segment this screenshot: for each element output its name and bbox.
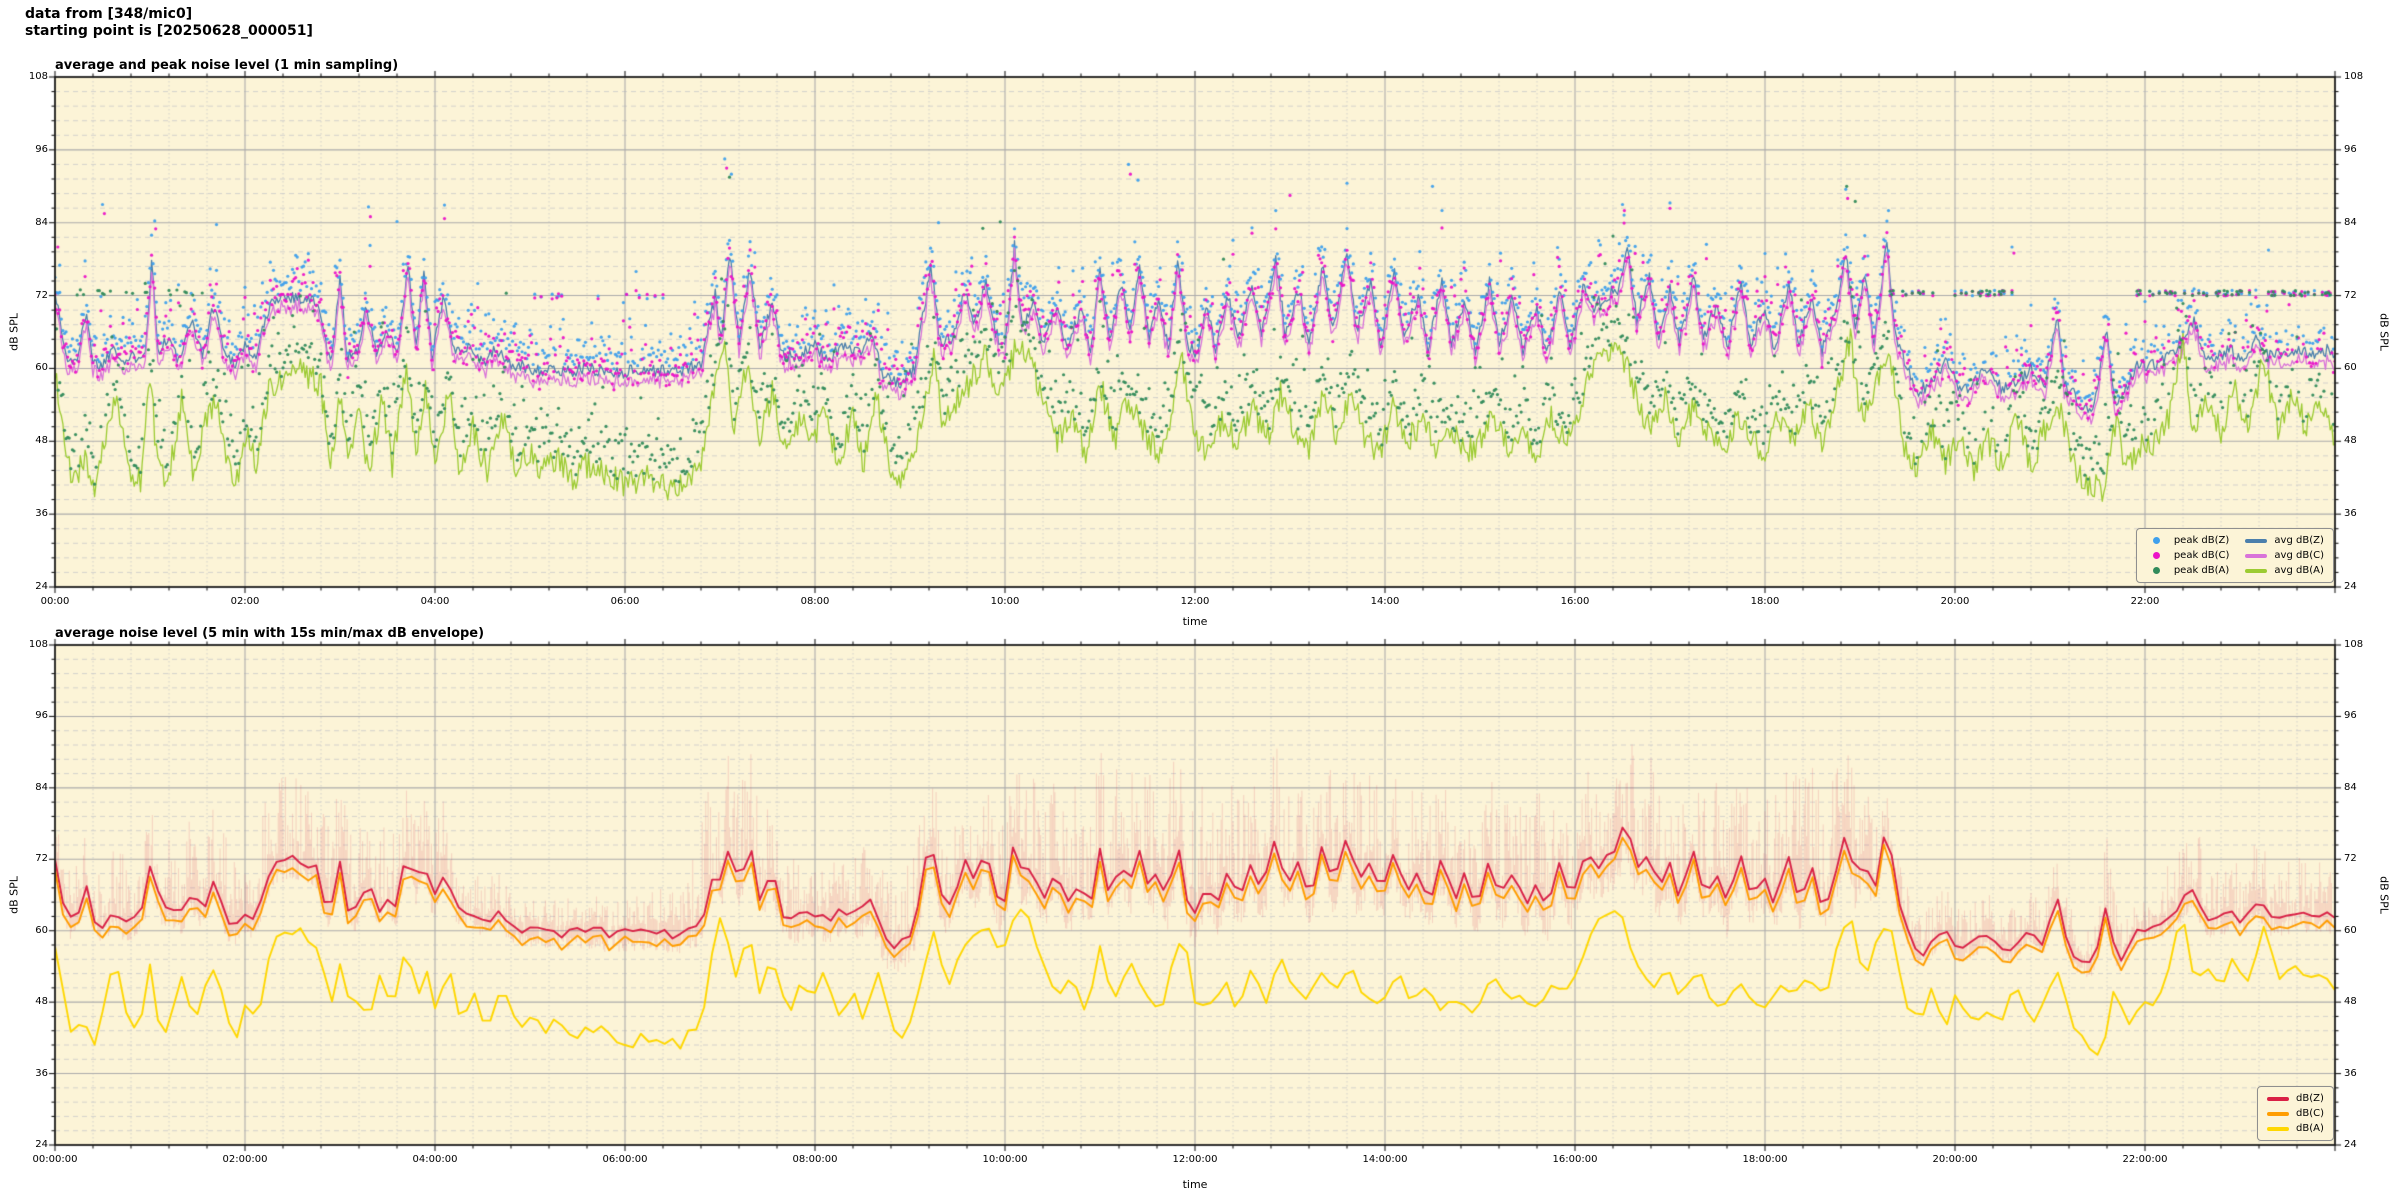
legend-entry-label: avg dB(C) xyxy=(2274,550,2324,561)
legend-entry-label: avg dB(Z) xyxy=(2274,535,2324,546)
legend-entry: peak dB(Z) xyxy=(2146,534,2230,547)
legend-entry-label: avg dB(A) xyxy=(2274,565,2324,576)
y-tick-label-right: 72 xyxy=(2344,289,2357,301)
y-tick-label-left: 60 xyxy=(35,924,48,936)
legend-dot-marker xyxy=(2152,567,2160,574)
bottom-xlabel: time xyxy=(1182,1178,1208,1191)
legend-entry-label: dB(C) xyxy=(2296,1108,2324,1119)
x-tick-label: 00:00 xyxy=(40,596,70,607)
y-tick-label-right: 36 xyxy=(2344,1067,2357,1079)
legend-entry: avg dB(A) xyxy=(2245,564,2324,577)
y-tick-label-right: 108 xyxy=(2344,71,2364,82)
x-tick-label: 16:00:00 xyxy=(1552,1154,1598,1165)
x-tick-label: 12:00:00 xyxy=(1172,1154,1218,1165)
x-tick-label: 10:00 xyxy=(990,596,1020,607)
x-tick-label: 08:00:00 xyxy=(792,1154,838,1165)
y-tick-label-right: 84 xyxy=(2344,781,2357,793)
y-tick-label-left: 108 xyxy=(28,71,48,82)
legend-entry-label: dB(A) xyxy=(2296,1123,2324,1134)
y-tick-label-right: 60 xyxy=(2344,362,2357,374)
legend-line-marker xyxy=(2267,1096,2289,1101)
y-tick-label-left: 24 xyxy=(35,1139,48,1150)
bottom-ylabel-right: dB SPL xyxy=(2377,876,2391,914)
y-tick-label-left: 84 xyxy=(35,216,48,228)
legend-line-marker xyxy=(2245,553,2268,558)
y-tick-label-left: 108 xyxy=(28,639,48,650)
legend-entry-label: peak dB(C) xyxy=(2173,550,2230,561)
legend-dot-marker xyxy=(2152,552,2160,559)
y-tick-label-right: 36 xyxy=(2344,508,2357,520)
y-tick-label-left: 24 xyxy=(35,581,48,592)
bottom-ylabel-left: dB SPL xyxy=(7,876,21,914)
x-tick-label: 16:00 xyxy=(1560,596,1590,607)
legend-dot-marker xyxy=(2152,537,2160,544)
y-tick-label-right: 96 xyxy=(2344,143,2357,155)
y-tick-label-right: 72 xyxy=(2344,853,2357,865)
x-tick-label: 18:00 xyxy=(1750,596,1780,607)
y-tick-label-left: 48 xyxy=(35,435,48,447)
x-tick-label: 20:00 xyxy=(1940,596,1970,607)
y-tick-label-left: 96 xyxy=(35,143,48,155)
x-tick-label: 06:00:00 xyxy=(602,1154,648,1165)
legend-entry: avg dB(C) xyxy=(2245,549,2324,562)
y-tick-label-left: 72 xyxy=(35,853,48,865)
x-tick-label: 04:00:00 xyxy=(412,1154,458,1165)
y-tick-label-right: 84 xyxy=(2344,216,2357,228)
y-tick-label-right: 60 xyxy=(2344,924,2357,936)
x-tick-label: 02:00 xyxy=(230,596,260,607)
y-tick-label-left: 84 xyxy=(35,781,48,793)
x-tick-label: 12:00 xyxy=(1180,596,1210,607)
y-tick-label-left: 72 xyxy=(35,289,48,301)
x-tick-label: 14:00:00 xyxy=(1362,1154,1408,1165)
legend-line-marker xyxy=(2245,568,2268,573)
y-tick-label-right: 48 xyxy=(2344,996,2357,1008)
legend-entry: dB(C) xyxy=(2267,1107,2324,1120)
x-tick-label: 02:00:00 xyxy=(222,1154,268,1165)
x-tick-label: 14:00 xyxy=(1370,596,1400,607)
y-tick-label-right: 24 xyxy=(2344,581,2357,592)
legend-entry-label: peak dB(A) xyxy=(2173,565,2230,576)
y-tick-label-left: 96 xyxy=(35,710,48,722)
y-tick-label-right: 48 xyxy=(2344,435,2357,447)
legend-entry: dB(A) xyxy=(2267,1122,2324,1135)
y-tick-label-left: 60 xyxy=(35,362,48,374)
top-xlabel: time xyxy=(1182,615,1208,628)
y-tick-label-right: 108 xyxy=(2344,639,2364,650)
legend-line-marker xyxy=(2267,1111,2289,1116)
top-chart-title: average and peak noise level (1 min samp… xyxy=(55,58,399,73)
legend-line-marker xyxy=(2267,1126,2289,1131)
legend-entry: avg dB(Z) xyxy=(2245,534,2324,547)
x-tick-label: 04:00 xyxy=(420,596,450,607)
top-chart-legend: peak dB(Z) peak dB(C) peak dB(A) avg dB(Z) a… xyxy=(2135,528,2334,583)
bottom-chart-legend: dB(Z) dB(C) dB(A) xyxy=(2257,1086,2334,1141)
x-tick-label: 00:00:00 xyxy=(32,1154,78,1165)
y-tick-label-left: 48 xyxy=(35,996,48,1008)
x-tick-label: 06:00 xyxy=(610,596,640,607)
top-ylabel-left: dB SPL xyxy=(7,313,21,351)
x-tick-label: 22:00:00 xyxy=(2122,1154,2168,1165)
legend-entry: peak dB(A) xyxy=(2146,564,2230,577)
legend-line-marker xyxy=(2245,538,2268,543)
legend-entry: dB(Z) xyxy=(2267,1092,2324,1105)
top-ylabel-right: dB SPL xyxy=(2377,313,2391,351)
bottom-chart-title: average noise level (5 min with 15s min/… xyxy=(55,626,485,641)
y-tick-label-right: 96 xyxy=(2344,710,2357,722)
x-tick-label: 20:00:00 xyxy=(1932,1154,1978,1165)
legend-entry-label: peak dB(Z) xyxy=(2173,535,2230,546)
x-tick-label: 10:00:00 xyxy=(982,1154,1028,1165)
y-tick-label-right: 24 xyxy=(2344,1139,2357,1150)
y-tick-label-left: 36 xyxy=(35,508,48,520)
y-tick-label-left: 36 xyxy=(35,1067,48,1079)
x-tick-label: 22:00 xyxy=(2130,596,2160,607)
x-tick-label: 08:00 xyxy=(800,596,830,607)
legend-entry-label: dB(Z) xyxy=(2296,1093,2324,1104)
legend-entry: peak dB(C) xyxy=(2146,549,2230,562)
x-tick-label: 18:00:00 xyxy=(1742,1154,1788,1165)
